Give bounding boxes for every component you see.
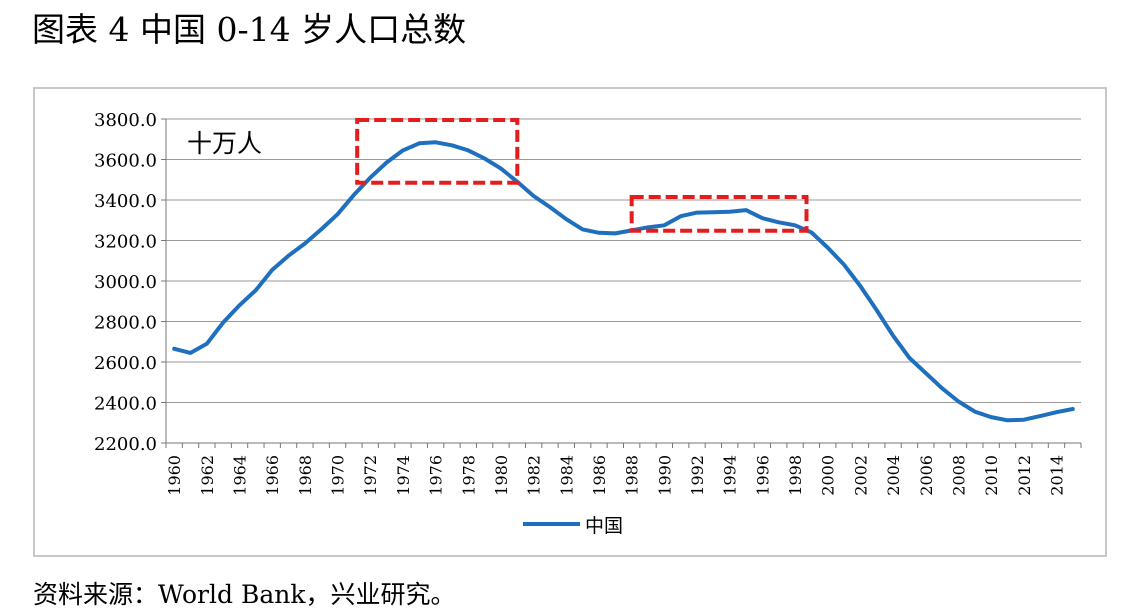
x-tick-label: 1962 xyxy=(198,455,217,496)
grid-lines xyxy=(166,118,1081,444)
y-tick-label: 3200.0 xyxy=(94,232,157,253)
y-tick-label: 3800.0 xyxy=(94,110,157,131)
x-tick-label: 1968 xyxy=(296,455,315,496)
x-tick-label: 2008 xyxy=(949,455,968,496)
x-tick-label: 1988 xyxy=(623,455,642,496)
source-note: 资料来源：World Bank，兴业研究。 xyxy=(33,580,456,609)
x-tick-label: 1986 xyxy=(590,455,609,496)
y-tick-label: 3000.0 xyxy=(94,272,157,293)
x-tick-label: 1976 xyxy=(427,455,446,496)
chart-frame: 2200.0 2400.0 2600.0 2800.0 3000.0 3200.0 3400… xyxy=(33,87,1107,557)
x-tick-label: 1990 xyxy=(655,455,674,496)
x-tick-label: 2012 xyxy=(1015,455,1034,496)
y-axis-ticks: 2200.0 2400.0 2600.0 2800.0 3000.0 3200.0 3400… xyxy=(94,110,157,455)
x-tick-label: 1994 xyxy=(721,455,740,496)
x-tick-label: 1980 xyxy=(492,455,511,496)
x-tick-label: 1972 xyxy=(361,455,380,496)
x-tick-label: 2000 xyxy=(819,455,838,496)
axes xyxy=(161,118,1082,448)
x-axis-ticks: 1960 1962 1964 1966 1968 1970 1972 1974 1976 1978… xyxy=(165,455,1066,496)
x-tick-label: 2004 xyxy=(884,455,903,496)
series-layer xyxy=(172,140,1075,423)
y-tick-label: 2200.0 xyxy=(94,434,157,455)
highlight-box xyxy=(355,118,520,185)
x-tick-label: 2014 xyxy=(1047,455,1066,496)
y-tick-label: 2600.0 xyxy=(94,353,157,374)
series-line xyxy=(172,140,1075,423)
legend-label: 中国 xyxy=(585,515,623,537)
x-tick-label: 1984 xyxy=(557,455,576,496)
x-tick-label: 2010 xyxy=(982,455,1001,496)
y-tick-label: 3400.0 xyxy=(94,191,157,212)
figure-title: 图表 4 中国 0-14 岁人口总数 xyxy=(32,10,467,49)
x-tick-label: 1992 xyxy=(688,455,707,496)
x-tick-label: 1964 xyxy=(231,455,250,496)
x-tick-label: 1960 xyxy=(165,455,184,496)
chart: 2200.0 2400.0 2600.0 2800.0 3000.0 3200.0 3400… xyxy=(94,110,1082,537)
y-tick-label: 2800.0 xyxy=(94,313,157,334)
annotations xyxy=(355,118,809,233)
x-tick-label: 1978 xyxy=(459,455,478,496)
x-tick-label: 2006 xyxy=(917,455,936,496)
x-tick-label: 1970 xyxy=(329,455,348,496)
highlight-box xyxy=(629,194,809,233)
legend: 中国 xyxy=(523,515,623,537)
y-tick-label: 3600.0 xyxy=(94,151,157,172)
x-tick-label: 1998 xyxy=(786,455,805,496)
x-tick-label: 1966 xyxy=(263,455,282,496)
x-tick-label: 1974 xyxy=(394,455,413,496)
unit-label: 十万人 xyxy=(187,129,262,158)
y-tick-label: 2400.0 xyxy=(94,394,157,415)
x-tick-label: 1996 xyxy=(753,455,772,496)
x-tick-label: 2002 xyxy=(851,455,870,496)
x-tick-label: 1982 xyxy=(525,455,544,496)
